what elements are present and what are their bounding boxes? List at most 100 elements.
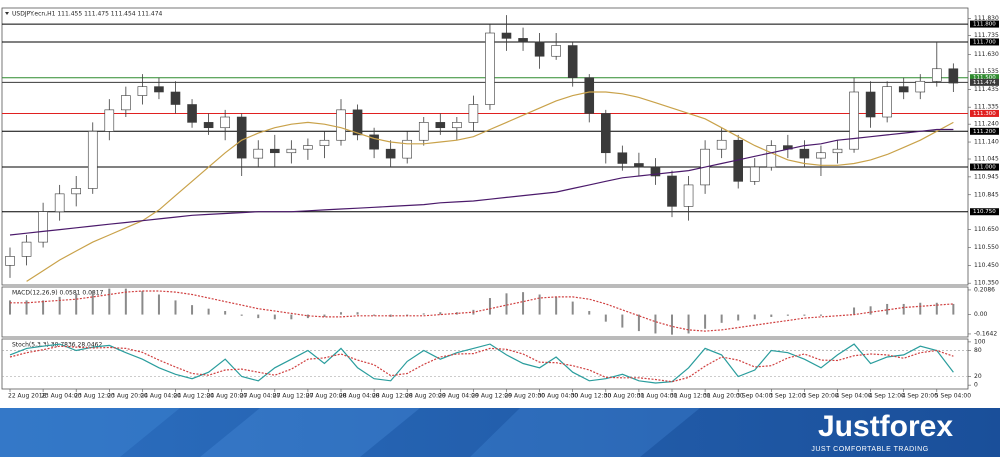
macd-bar (240, 314, 243, 316)
x-tick-label: 29 Aug 20:00 (505, 393, 546, 400)
candle-body (236, 116, 247, 159)
macd-bar (273, 314, 276, 320)
macd-bar (306, 314, 309, 319)
y-tick-label: 111.535 (974, 68, 999, 75)
macd-bar (25, 300, 28, 315)
candle-body (253, 148, 264, 159)
y-tick-label: 110.450 (974, 262, 999, 269)
candle-body (303, 145, 313, 150)
candle-body (816, 152, 826, 159)
banner-shape (0, 408, 180, 457)
y-tick-label: 111.335 (974, 104, 999, 111)
candle-body (369, 134, 379, 150)
macd-bar (439, 312, 442, 315)
y-tick-label: 111.140 (974, 139, 999, 146)
macd-bar (786, 314, 789, 316)
macd-bar (654, 314, 657, 334)
macd-bar (406, 314, 409, 316)
level-box (970, 74, 999, 82)
panel-frame (1, 7, 969, 286)
macd-bar (538, 294, 541, 315)
macd-bar (819, 314, 822, 316)
x-tick-label: 3 Sep 20:00 (802, 393, 838, 400)
candle-body (749, 166, 760, 182)
x-tick-label: 4 Sep 12:00 (869, 393, 905, 400)
macd-bar (422, 313, 425, 315)
menu-arrow (5, 12, 9, 15)
logo: Justforex (818, 410, 953, 443)
candle-body (534, 41, 545, 57)
indicator-line (9, 128, 954, 236)
macd-bar (671, 314, 673, 335)
candle-body (402, 139, 413, 159)
candle-body (220, 116, 230, 129)
candle-body (667, 175, 677, 207)
x-tick-label: 28 Aug 04:00 (339, 393, 380, 400)
macd-bar (58, 296, 61, 315)
panel-title: USDJPY.ecn,H1 111.455 111.475 111.454 11… (12, 11, 163, 18)
candle-body (832, 148, 843, 154)
y-tick-label: 110.945 (974, 173, 999, 180)
level-box (970, 78, 999, 86)
candle-body (170, 91, 181, 105)
x-tick-label: 3 Sep 04:00 (736, 393, 772, 400)
candle-body (683, 184, 694, 207)
macd-bar (42, 300, 45, 315)
candle-body (418, 122, 429, 141)
macd-bar (853, 307, 856, 315)
candle-body (452, 122, 462, 129)
macd-bar (124, 288, 127, 315)
macd-bar (290, 314, 293, 320)
candle-body (187, 104, 197, 123)
macd-bar (637, 314, 640, 332)
candle-body (650, 166, 661, 177)
x-tick-label: 23 Aug 20:00 (107, 393, 148, 400)
candle-body (799, 148, 810, 159)
x-tick-label: 29 Aug 04:00 (438, 393, 479, 400)
candle-body (882, 86, 892, 118)
level-label: 111.474 (973, 80, 996, 86)
y-tick-label: 110.650 (974, 226, 999, 233)
x-tick-label: 4 Sep 20:00 (902, 393, 938, 400)
x-tick-label: 27 Aug 04:00 (240, 393, 281, 400)
macd-bar (886, 303, 889, 315)
macd-bar (555, 296, 558, 315)
candle-body (54, 193, 65, 213)
y-tick-label: 110.350 (974, 280, 999, 287)
candle-body (38, 211, 48, 243)
macd-bar (588, 311, 591, 315)
candle-body (104, 109, 115, 132)
x-tick-label: 30 Aug 12:00 (571, 393, 612, 400)
x-tick-label: 4 Sep 04:00 (836, 393, 872, 400)
macd-bar (770, 314, 773, 317)
y-tick-label: 0.00 (974, 311, 988, 318)
candle-body (617, 152, 628, 164)
indicator-line (26, 91, 954, 282)
level-box (970, 20, 999, 28)
macd-bar (952, 303, 955, 315)
candle-body (849, 91, 859, 150)
banner-shape (470, 408, 700, 457)
macd-bar (522, 292, 525, 315)
banner-shape (200, 408, 420, 457)
macd-bar (389, 314, 392, 317)
indicator-line (10, 290, 954, 332)
candle-body (21, 241, 32, 257)
y-tick-label: 110.550 (974, 244, 999, 251)
macd-bar (340, 312, 342, 315)
x-tick-label: 29 Aug 12:00 (471, 393, 512, 400)
candle-body (584, 77, 595, 114)
candle-body (716, 139, 727, 150)
y-tick-label: 111.735 (974, 32, 999, 39)
candle-body (71, 188, 81, 195)
panel-title: MACD(12,26,9) 0.0581 0.0817 (12, 290, 104, 297)
x-tick-label: 5 Sep 04:00 (935, 393, 971, 400)
macd-bar (174, 300, 177, 315)
x-tick-label: 24 Aug 20:00 (207, 393, 248, 400)
level-box (970, 163, 999, 171)
panel-frame (1, 286, 969, 338)
macd-bar (224, 311, 227, 315)
candle-body (485, 32, 495, 105)
macd-bar (935, 302, 938, 315)
